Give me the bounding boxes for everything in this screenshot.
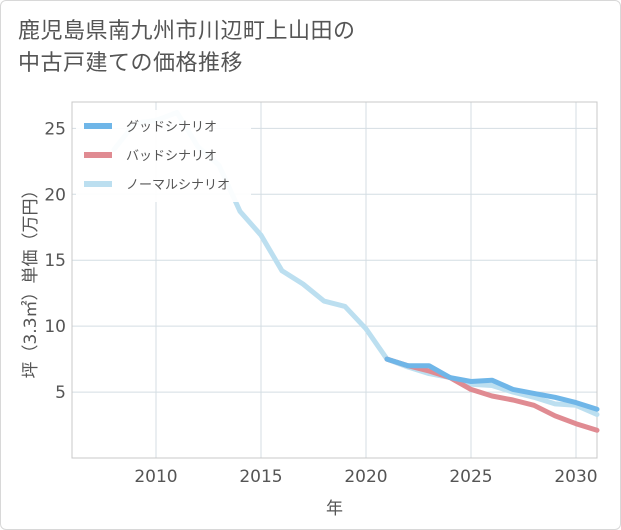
x-tick-label: 2015 — [239, 467, 282, 487]
legend-label: ノーマルシナリオ — [126, 178, 230, 193]
series-line-2 — [384, 356, 600, 433]
legend-label: バッドシナリオ — [126, 149, 217, 164]
x-tick-label: 2025 — [449, 467, 492, 487]
chart-title-line-1: 鹿児島県南九州市川辺町上山田の — [18, 19, 356, 44]
y-axis-label: 坪（3.3㎡）単価（万円） — [21, 181, 41, 378]
y-tick-label: 10 — [44, 317, 66, 337]
y-tick-label: 25 — [44, 119, 66, 139]
series-line-1 — [384, 356, 600, 412]
x-axis-label: 年 — [326, 499, 343, 519]
grid — [72, 102, 597, 458]
plot-area — [71, 101, 598, 459]
legend-label: グッドシナリオ — [126, 120, 217, 135]
x-tick-label: 2010 — [134, 467, 177, 487]
x-tick-label: 2020 — [344, 467, 387, 487]
y-tick-label: 15 — [44, 251, 66, 271]
y-tick-label: 5 — [55, 383, 66, 403]
chart-title-line-2: 中古戸建ての価格推移 — [18, 51, 244, 76]
x-tick-label: 2030 — [554, 467, 597, 487]
y-tick-label: 20 — [44, 185, 66, 205]
chart-title: 鹿児島県南九州市川辺町上山田の 中古戸建ての価格推移 — [18, 16, 356, 80]
